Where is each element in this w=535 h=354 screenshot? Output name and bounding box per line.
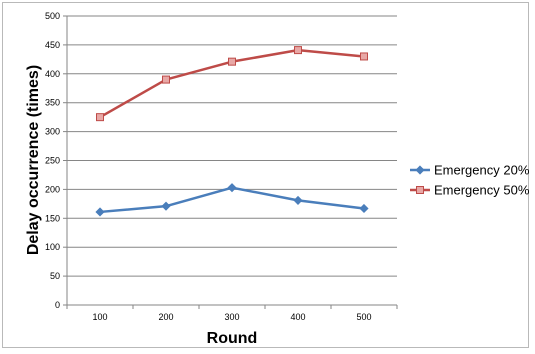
x-tick-label: 400 xyxy=(290,312,305,322)
x-tick-label: 100 xyxy=(92,312,107,322)
legend: Emergency 20% Emergency 50% xyxy=(410,163,530,198)
data-point xyxy=(360,52,368,61)
y-axis-title: Delay occurrence (times) xyxy=(25,65,42,255)
legend-label: Emergency 20% xyxy=(434,163,530,178)
x-tick-label: 300 xyxy=(224,312,239,322)
y-tick-label: 300 xyxy=(45,127,60,137)
x-tick-label: 200 xyxy=(158,312,173,322)
data-point xyxy=(227,183,237,193)
x-axis-tick-labels: 100 200 300 400 500 xyxy=(92,312,371,322)
y-tick-label: 350 xyxy=(45,98,60,108)
series-2 xyxy=(96,46,368,122)
y-tick-label: 50 xyxy=(50,271,60,281)
y-tick-label: 150 xyxy=(45,213,60,223)
data-point xyxy=(96,113,104,122)
data-series xyxy=(95,46,369,217)
data-point xyxy=(95,207,105,217)
data-point xyxy=(161,201,171,211)
legend-marker xyxy=(415,165,425,175)
gridlines xyxy=(67,15,397,277)
y-tick-label: 400 xyxy=(45,69,60,79)
legend-item: Emergency 20% xyxy=(410,163,530,178)
x-axis-title: Round xyxy=(207,330,258,347)
data-point xyxy=(294,46,302,55)
data-point xyxy=(228,57,236,66)
chart-frame xyxy=(2,2,529,348)
y-tick-label: 450 xyxy=(45,40,60,50)
data-point xyxy=(162,75,170,84)
y-tick-label: 200 xyxy=(45,184,60,194)
y-tick-label: 0 xyxy=(55,300,60,310)
axes xyxy=(63,15,398,309)
x-tick-label: 500 xyxy=(356,312,371,322)
y-tick-label: 500 xyxy=(45,11,60,21)
data-point xyxy=(359,203,369,214)
y-tick-label: 250 xyxy=(45,156,60,166)
data-point xyxy=(293,195,303,205)
legend-item: Emergency 50% xyxy=(410,183,530,198)
legend-label: Emergency 50% xyxy=(434,183,530,198)
y-tick-label: 100 xyxy=(45,242,60,252)
series-1 xyxy=(95,183,369,217)
legend-marker xyxy=(416,186,424,194)
y-axis-tick-labels: 0 50 100 150 200 250 300 350 400 450 500 xyxy=(45,11,60,310)
